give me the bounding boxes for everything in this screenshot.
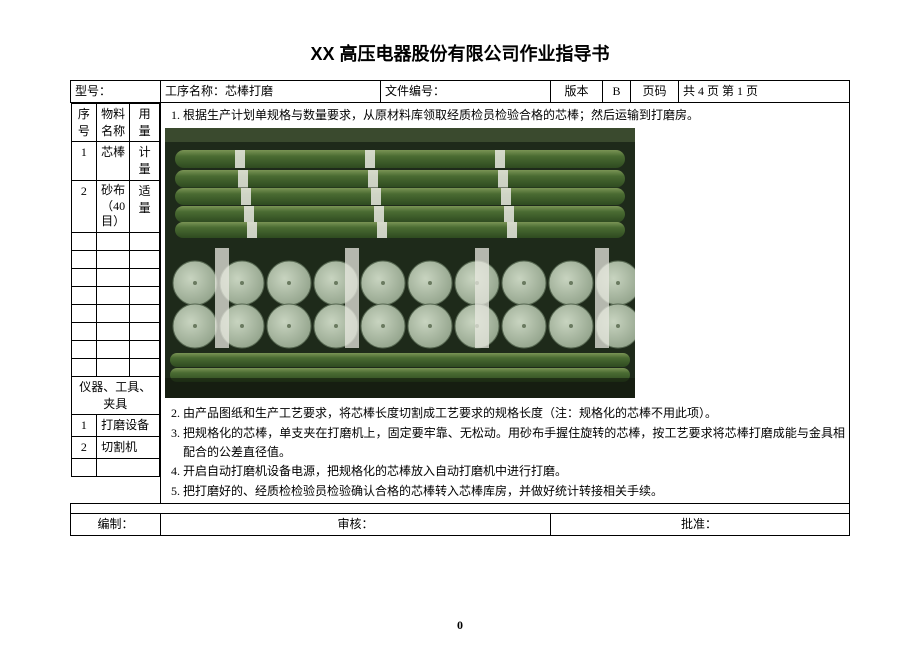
page-value: 共 4 页 第 1 页 bbox=[679, 81, 850, 103]
mat-row-empty bbox=[71, 304, 160, 322]
step-item: 把规格化的芯棒，单支夹在打磨机上，固定要牢靠、无松动。用砂布手握住旋转的芯棒，按… bbox=[183, 424, 845, 461]
step-item: 由产品图纸和生产工艺要求，将芯棒长度切割成工艺要求的规格长度（注：规格化的芯棒不… bbox=[183, 404, 845, 423]
tools-section: 仪器、工具、夹具 bbox=[71, 376, 160, 415]
version-value: B bbox=[603, 81, 631, 103]
main-table: 型号： 工序名称：芯棒打磨 文件编号： 版本 B 页码 共 4 页 第 1 页 … bbox=[70, 80, 850, 536]
process-cell: 工序名称：芯棒打磨 bbox=[161, 81, 381, 103]
footer-row: 编制： 审核： 批准： bbox=[71, 514, 850, 536]
mat-col-qty: 用量 bbox=[130, 103, 160, 142]
tool-row: 1 打磨设备 bbox=[71, 415, 160, 437]
step-item: 开启自动打磨机设备电源，把规格化的芯棒放入自动打磨机中进行打磨。 bbox=[183, 462, 845, 481]
mat-row-empty bbox=[71, 268, 160, 286]
review-label: 审核： bbox=[161, 514, 551, 536]
step-item: 根据生产计划单规格与数量要求，从原材料库领取经质检员检验合格的芯棒；然后运输到打… bbox=[183, 106, 845, 125]
mat-row-empty bbox=[71, 340, 160, 358]
tool-row-empty bbox=[71, 458, 160, 476]
process-label: 工序名称： bbox=[165, 84, 225, 98]
step-item: 把打磨好的、经质检检验员检验确认合格的芯棒转入芯棒库房，并做好统计转接相关手续。 bbox=[183, 482, 845, 501]
compile-label: 编制： bbox=[71, 514, 161, 536]
approve-label: 批准： bbox=[551, 514, 850, 536]
mat-col-seq: 序号 bbox=[71, 103, 97, 142]
materials-table: 序号 物料名称 用量 1 芯棒 计量 2 砂布（40目） 适量 bbox=[71, 103, 161, 477]
mat-row: 2 砂布（40目） 适量 bbox=[71, 180, 160, 232]
tool-row: 2 切割机 bbox=[71, 437, 160, 459]
version-label: 版本 bbox=[551, 81, 603, 103]
header-row: 型号： 工序名称：芯棒打磨 文件编号： 版本 B 页码 共 4 页 第 1 页 bbox=[71, 81, 850, 103]
page-label: 页码 bbox=[631, 81, 679, 103]
doc-title: XX 高压电器股份有限公司作业指导书 bbox=[70, 40, 850, 66]
model-label: 型号： bbox=[71, 81, 161, 103]
mat-row-empty bbox=[71, 232, 160, 250]
mat-row-empty bbox=[71, 322, 160, 340]
mat-col-name: 物料名称 bbox=[97, 103, 130, 142]
process-value: 芯棒打磨 bbox=[225, 84, 273, 98]
photo-illustration bbox=[165, 128, 845, 398]
content-cell: 根据生产计划单规格与数量要求，从原材料库领取经质检员检验合格的芯棒；然后运输到打… bbox=[161, 102, 850, 504]
mat-row: 1 芯棒 计量 bbox=[71, 142, 160, 181]
page-number: 0 bbox=[0, 618, 920, 633]
mat-row-empty bbox=[71, 250, 160, 268]
spacer-row bbox=[71, 504, 850, 514]
mat-row-empty bbox=[71, 358, 160, 376]
docnum-label: 文件编号： bbox=[381, 81, 551, 103]
mat-row-empty bbox=[71, 286, 160, 304]
